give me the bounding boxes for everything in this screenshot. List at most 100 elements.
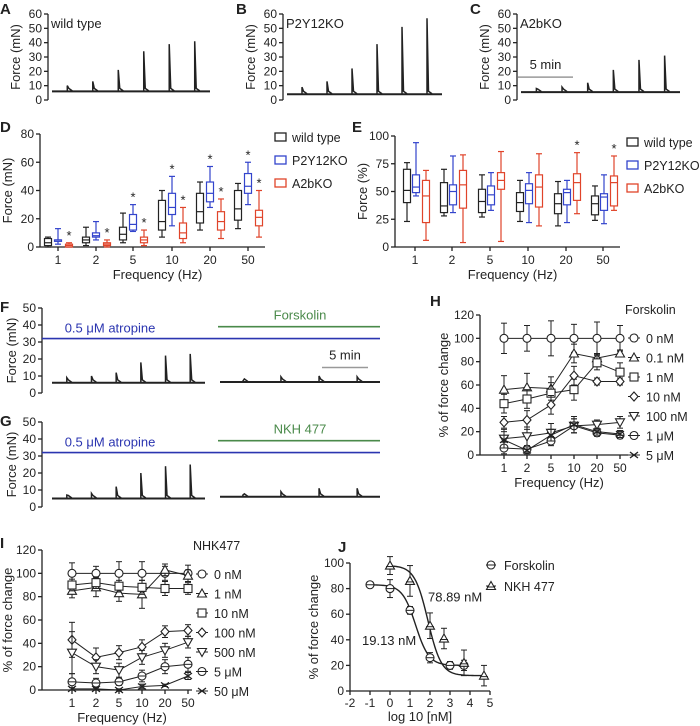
marker-x [160,681,170,689]
marker-square [160,583,170,594]
significance-star: * [141,215,146,230]
y-tick-label: 60 [461,378,475,392]
marker-circle [615,333,625,343]
panel-letter: C [470,1,481,18]
contraction-peak [90,375,97,383]
marker-triangle-down [66,648,78,659]
y-tick-label: 40 [23,318,37,332]
marker-triangle-down [628,411,640,422]
y-tick-label: 50 [264,21,278,35]
contraction-peak [168,44,175,92]
marker-diamond [569,370,579,381]
y-tick-label: 0 [29,386,36,400]
y-tick-label: 30 [498,50,512,64]
marker-x [114,686,124,694]
y-tick-label: 40 [21,184,35,198]
x-tick-label: 50 [241,253,255,267]
marker-circle [114,568,124,578]
contraction-peak [612,69,619,93]
marker-x [629,451,639,459]
contraction-peak [117,69,124,92]
contraction-peak [426,18,433,95]
marker-x [183,672,193,680]
contraction-peak [638,59,645,93]
y-tick-label: 100 [16,566,36,580]
atropine-label: 0.5 μM atropine [65,321,156,336]
x-tick-label: 10 [521,253,535,267]
legend-label: 1 nM [646,371,674,385]
contraction-peak [115,372,122,383]
marker-triangle-down [521,432,533,442]
significance-star: * [207,151,212,166]
significance-star: * [611,141,616,156]
box [178,222,188,240]
y-tick-label: 0 [382,240,389,254]
x-tick-label: 50 [181,696,195,710]
legend-label: 10 nM [646,391,681,405]
y-tick-label: 30 [23,335,37,349]
marker-triangle-down [136,653,148,663]
x-axis-label: Frequency (Hz) [514,475,604,490]
contraction-peak [401,26,408,95]
marker-circle [197,569,207,579]
legend-swatch [274,155,287,165]
legend-swatch [626,183,639,193]
legend-label: wild type [643,136,693,150]
x-tick-label: 5 [548,461,555,475]
box [216,211,226,231]
marker-triangle [614,347,626,358]
legend-title: Forskolin [625,303,676,317]
y-tick-label: 75 [376,157,390,171]
contraction-peak [193,41,201,92]
legend-label: A2bKO [644,182,685,196]
box [157,199,167,231]
y-tick-label: 100 [454,331,474,345]
panel-I: I 0 20 40 60 80 100 120% of force change 1 2 5 10 20… [0,535,256,725]
y-axis-label: Force (mN) [243,24,258,90]
box [167,192,177,216]
genotype-label: wild type [50,16,102,31]
legend-label: 0.1 nM [646,352,684,366]
contraction-peak [356,488,363,497]
contraction-peak [142,51,150,92]
legend-title: NHK477 [193,539,240,553]
contraction-peak [535,87,542,93]
y-tick-label: 25 [376,212,390,226]
contraction-peak [90,491,97,499]
significance-star: * [130,190,135,205]
x-tick-label: 1 [501,461,508,475]
legend-swatch [274,178,287,188]
y-tick-label: 60 [264,7,278,21]
box [233,189,243,221]
y-tick-label: 0 [35,93,42,107]
box [421,179,431,224]
y-tick-label: 0 [270,93,277,107]
ic50-label: 19.13 nM [362,633,416,648]
box [458,169,468,209]
marker-triangle [159,564,171,574]
atropine-label: 0.5 μM atropine [65,435,156,450]
legend-label: P2Y12KO [644,159,700,173]
marker-circle [569,333,579,343]
marker-x [615,430,625,438]
marker-diamond [629,391,639,402]
y-axis-label: Force (mN) [8,24,23,90]
marker-diamond [546,399,556,411]
y-tick-label: 20 [29,64,43,78]
marker-x [137,682,147,691]
y-tick-label: 80 [331,582,345,596]
contraction-peak [189,464,196,499]
marker-triangle-down [159,646,171,656]
marker-triangle [384,559,396,570]
legend-swatch [274,132,287,142]
y-tick-label: 60 [331,607,345,621]
legend-label: 50 μM [214,685,249,699]
legend-label: 0 nM [214,568,242,582]
contraction-peak [66,85,73,92]
contraction-peak [115,486,122,499]
box [91,232,101,238]
contraction-peak [66,375,73,383]
contraction-peak [351,68,358,95]
